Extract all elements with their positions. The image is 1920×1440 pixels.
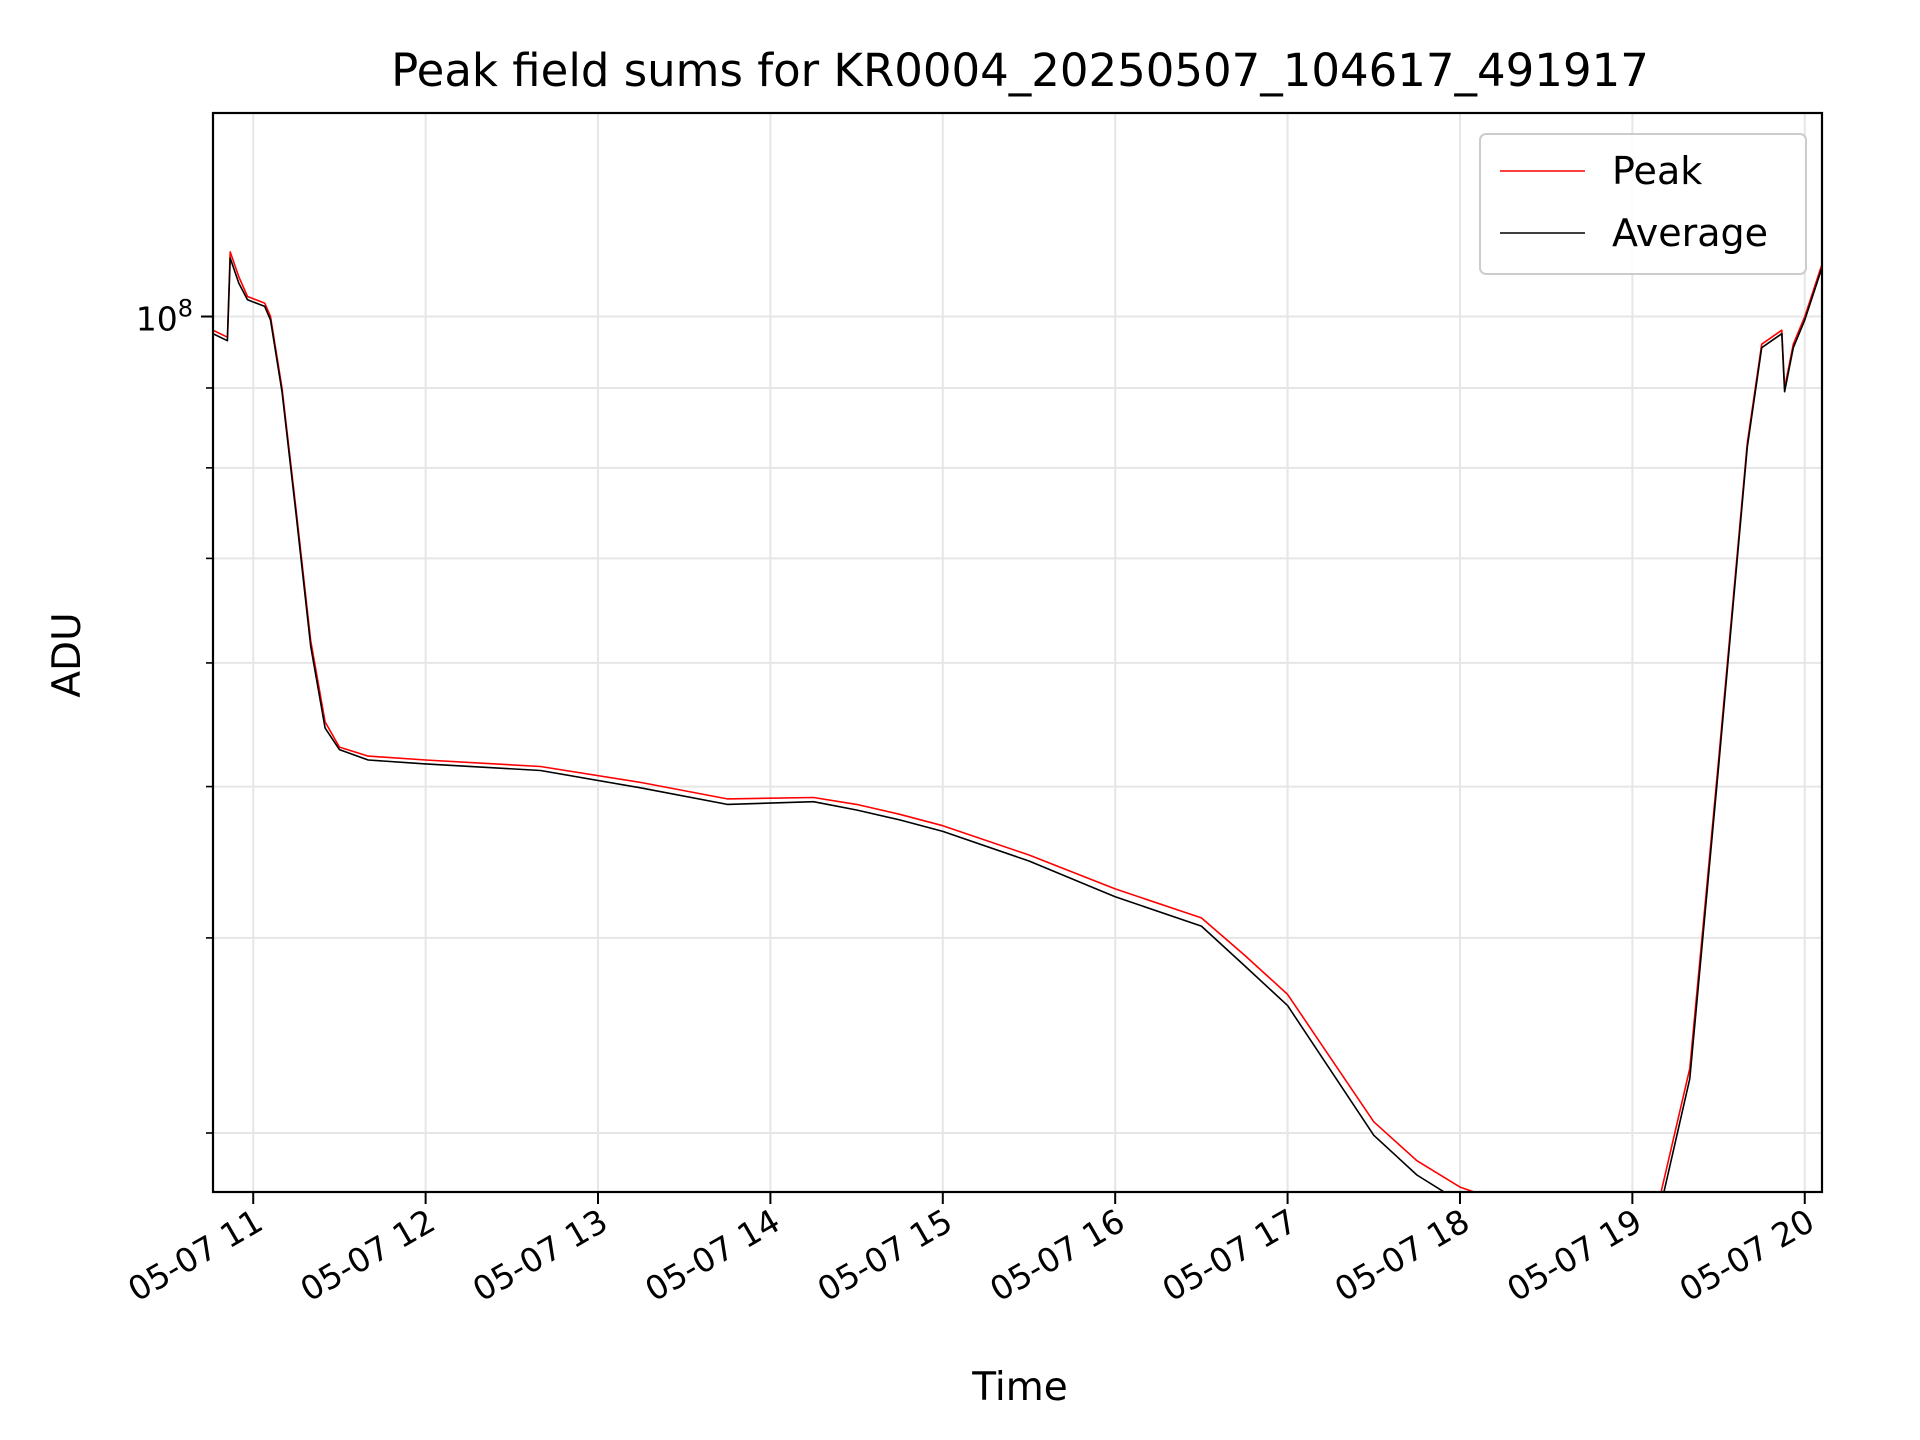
chart-title: Peak field sums for KR0004_20250507_1046… [391,44,1649,97]
x-tick-label: 05-07 14 [638,1201,786,1309]
plot-frame [211,111,1824,1194]
y-tick-label: 108 [136,295,193,339]
x-tick-label: 05-07 20 [1673,1201,1821,1309]
x-tick-label: 05-07 13 [466,1201,614,1309]
legend-label-peak: Peak [1612,149,1702,193]
series-line-peak [213,251,1822,1192]
x-tick-label: 05-07 16 [983,1201,1131,1309]
x-tick-label: 05-07 12 [294,1201,442,1309]
x-tick-label: 05-07 17 [1156,1201,1304,1309]
legend-box [1479,133,1807,275]
y-ticks: 108 [136,295,213,1134]
grid [213,113,1822,1192]
legend-label-average: Average [1612,211,1768,255]
y-axis-label: ADU [45,612,90,697]
x-axis-label: Time [971,1365,1067,1410]
series-layer [213,251,1822,1192]
series-line-average [213,257,1822,1192]
x-ticks: 05-07 11 05-07 12 05-07 13 05-07 14 05-07 15… [121,1192,1821,1309]
x-tick-label: 05-07 15 [811,1201,959,1309]
x-tick-label: 05-07 19 [1500,1201,1648,1309]
x-tick-label: 05-07 18 [1328,1201,1476,1309]
legend: Peak Average [1479,133,1807,275]
x-tick-label: 05-07 11 [121,1201,269,1309]
